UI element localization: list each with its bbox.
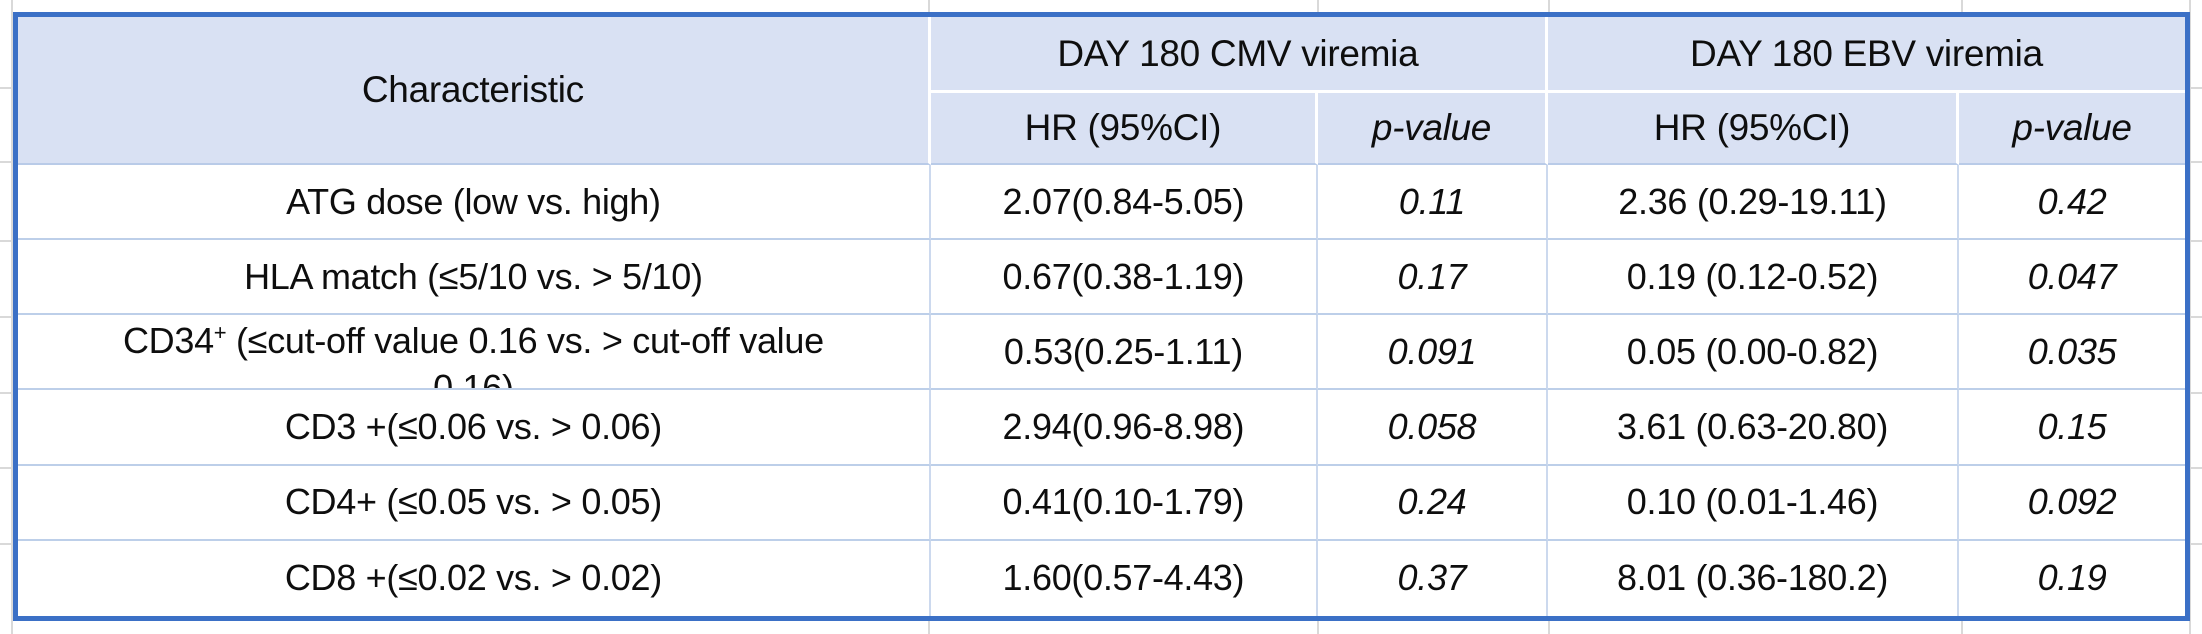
p-value: 0.11 <box>1398 180 1466 222</box>
column-header-hr-ebv: HR (95%CI) <box>1547 93 1960 165</box>
cell-ebv-pvalue: 0.047 <box>1959 240 2185 316</box>
hr-value: 3.61 (0.63-20.80) <box>1616 406 1889 448</box>
column-group-header-cmv: DAY 180 CMV viremia <box>930 17 1548 93</box>
cd34-label-rest: (≤cut-off value 0.16 vs. > cut-off value <box>226 320 824 362</box>
header-label: HR (95%CI) <box>1653 107 1851 148</box>
cell-cmv-hr: 1.60(0.57-4.43) <box>930 540 1318 616</box>
hr-value: 8.01 (0.36-180.2) <box>1616 557 1889 599</box>
p-value: 0.24 <box>1397 481 1467 523</box>
cell-cmv-pvalue: 0.17 <box>1318 240 1548 316</box>
cell-ebv-hr: 3.61 (0.63-20.80) <box>1547 390 1960 466</box>
characteristic-text: CD4+ (≤0.05 vs. > 0.05) <box>284 481 662 523</box>
characteristic-text: CD8 +(≤0.02 vs. > 0.02) <box>284 557 662 599</box>
p-value: 0.091 <box>1387 330 1477 372</box>
p-value: 0.17 <box>1397 255 1467 297</box>
hr-value: 2.07(0.84-5.05) <box>1002 180 1245 222</box>
cell-ebv-pvalue: 0.035 <box>1959 315 2185 391</box>
p-value: 0.37 <box>1397 557 1467 599</box>
cell-cmv-hr: 0.67(0.38-1.19) <box>930 240 1318 316</box>
header-label: DAY 180 CMV viremia <box>1057 32 1419 74</box>
characteristic-text: CD3 +(≤0.06 vs. > 0.06) <box>284 406 662 448</box>
p-value: 0.15 <box>2037 406 2107 448</box>
header-label: p-value <box>1371 107 1492 148</box>
p-value: 0.092 <box>2027 481 2117 523</box>
hr-value: 0.05 (0.00-0.82) <box>1626 330 1879 372</box>
cell-ebv-hr: 0.05 (0.00-0.82) <box>1547 315 1960 391</box>
cell-ebv-pvalue: 0.15 <box>1959 390 2185 466</box>
hr-value: 0.19 (0.12-0.52) <box>1626 255 1879 297</box>
cell-cmv-hr: 0.53(0.25-1.11) <box>930 315 1318 391</box>
row-label-hla-match: HLA match (≤5/10 vs. > 5/10) <box>18 240 931 316</box>
cell-ebv-hr: 2.36 (0.29-19.11) <box>1547 165 1960 241</box>
cell-ebv-hr: 8.01 (0.36-180.2) <box>1547 540 1960 616</box>
cell-cmv-hr: 2.07(0.84-5.05) <box>930 165 1318 241</box>
column-header-characteristic: Characteristic <box>18 17 931 165</box>
cell-cmv-pvalue: 0.37 <box>1318 540 1548 616</box>
cell-cmv-pvalue: 0.058 <box>1318 390 1548 466</box>
column-header-pvalue-cmv: p-value <box>1318 93 1548 165</box>
header-label: HR (95%CI) <box>1024 107 1222 148</box>
cell-ebv-hr: 0.19 (0.12-0.52) <box>1547 240 1960 316</box>
p-value: 0.19 <box>2037 557 2107 599</box>
cell-cmv-hr: 2.94(0.96-8.98) <box>930 390 1318 466</box>
hr-value: 0.41(0.10-1.79) <box>1002 481 1245 523</box>
row-label-cd4: CD4+ (≤0.05 vs. > 0.05) <box>18 465 931 541</box>
hr-value: 1.60(0.57-4.43) <box>1002 557 1245 599</box>
cd34-label-clipped-line: 0.16) <box>433 367 514 389</box>
characteristic-text: HLA match (≤5/10 vs. > 5/10) <box>244 255 703 297</box>
p-value: 0.047 <box>2027 255 2117 297</box>
hr-value: 2.94(0.96-8.98) <box>1002 406 1245 448</box>
column-group-header-ebv: DAY 180 EBV viremia <box>1547 17 2185 93</box>
cell-cmv-hr: 0.41(0.10-1.79) <box>930 465 1318 541</box>
hr-value: 0.67(0.38-1.19) <box>1002 255 1245 297</box>
cell-cmv-pvalue: 0.24 <box>1318 465 1548 541</box>
p-value: 0.035 <box>2027 330 2117 372</box>
column-header-hr-cmv: HR (95%CI) <box>930 93 1318 165</box>
row-label-cd8: CD8 +(≤0.02 vs. > 0.02) <box>18 540 931 616</box>
cell-cmv-pvalue: 0.11 <box>1318 165 1548 241</box>
cd34-label: CD34 <box>122 320 214 362</box>
hr-value: 0.10 (0.01-1.46) <box>1626 481 1879 523</box>
characteristic-text: CD34+ (≤cut-off value 0.16 vs. > cut-off… <box>18 315 929 388</box>
hr-value: 2.36 (0.29-19.11) <box>1618 180 1887 222</box>
row-label-cd34: CD34+ (≤cut-off value 0.16 vs. > cut-off… <box>18 315 931 391</box>
results-table: Characteristic DAY 180 CMV viremia DAY 1… <box>13 12 2190 621</box>
superscript-plus: + <box>213 320 227 346</box>
characteristic-text: ATG dose (low vs. high) <box>286 180 661 222</box>
p-value: 0.058 <box>1387 406 1477 448</box>
row-label-atg-dose: ATG dose (low vs. high) <box>18 165 931 241</box>
cell-ebv-hr: 0.10 (0.01-1.46) <box>1547 465 1960 541</box>
cell-cmv-pvalue: 0.091 <box>1318 315 1548 391</box>
cell-ebv-pvalue: 0.092 <box>1959 465 2185 541</box>
cell-ebv-pvalue: 0.19 <box>1959 540 2185 616</box>
row-label-cd3: CD3 +(≤0.06 vs. > 0.06) <box>18 390 931 466</box>
header-label: Characteristic <box>361 69 584 110</box>
p-value: 0.42 <box>2037 180 2107 222</box>
header-label: p-value <box>2012 107 2132 148</box>
header-label: DAY 180 EBV viremia <box>1690 32 2043 74</box>
cell-ebv-pvalue: 0.42 <box>1959 165 2185 241</box>
hr-value: 0.53(0.25-1.11) <box>1003 330 1243 372</box>
column-header-pvalue-ebv: p-value <box>1959 93 2185 165</box>
